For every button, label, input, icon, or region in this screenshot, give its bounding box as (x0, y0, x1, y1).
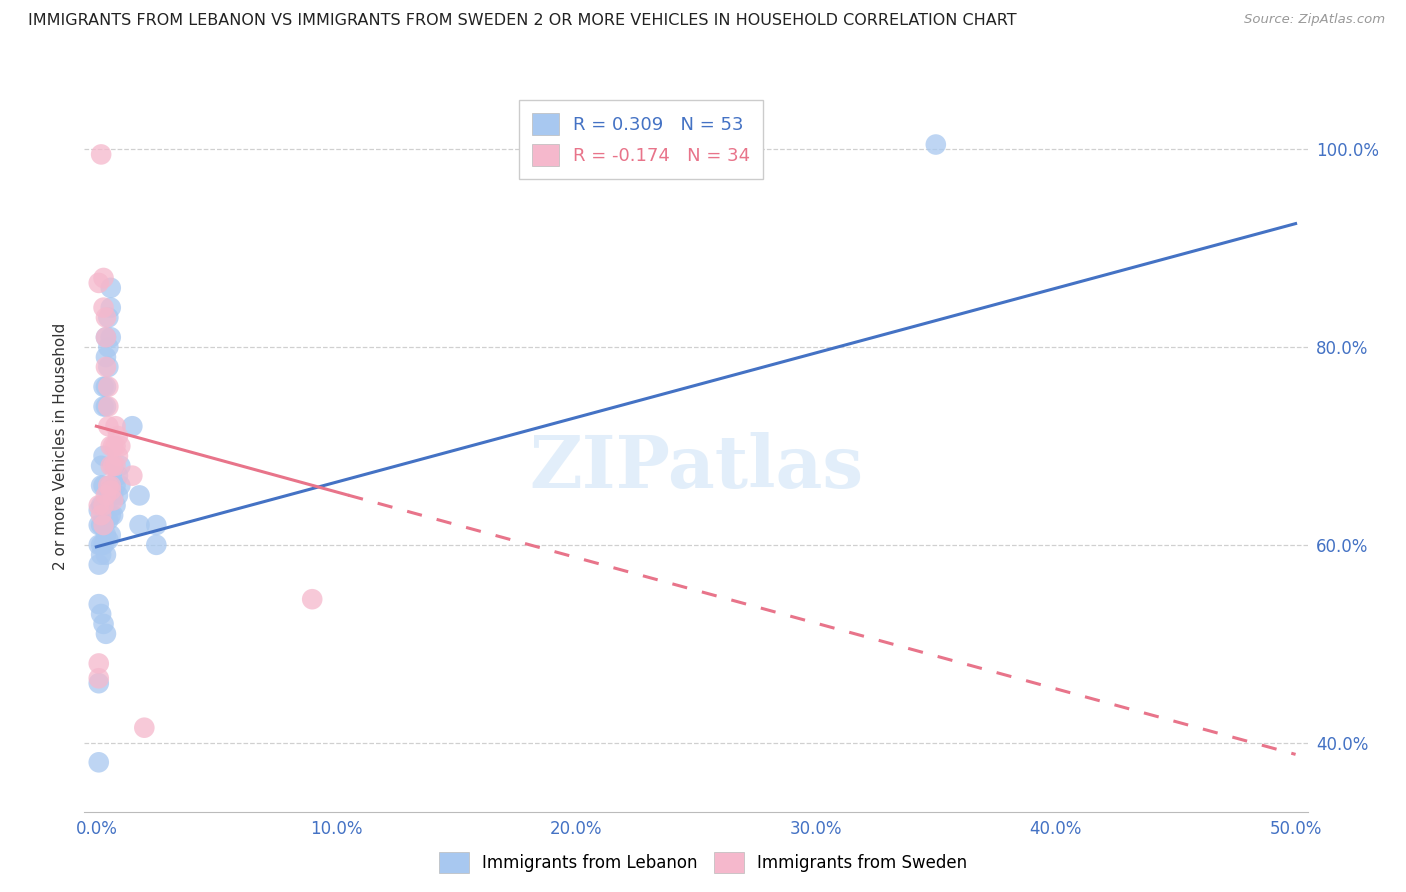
Point (87, 676, 110, 690)
Point (107, 449, 129, 463)
Point (93, 380, 115, 394)
Y-axis label: 2 or more Vehicles in Household: 2 or more Vehicles in Household (53, 322, 69, 570)
Text: ZIPatlas: ZIPatlas (529, 433, 863, 503)
Point (100, 281, 122, 295)
Point (90, 147, 112, 161)
Point (93, 498, 115, 512)
Point (97, 310, 120, 325)
Point (101, 439, 124, 453)
Point (93, 400, 115, 414)
Point (94, 330, 117, 344)
Point (100, 439, 122, 453)
Point (94, 548, 117, 562)
Point (90, 548, 112, 562)
Point (104, 478, 127, 492)
Point (121, 468, 143, 483)
Point (145, 518, 167, 533)
Point (87, 756, 110, 770)
Point (87, 503, 110, 517)
Point (90, 498, 112, 512)
Point (93, 518, 115, 533)
Point (93, 271, 115, 285)
Point (97, 478, 120, 492)
Point (93, 478, 115, 492)
Point (93, 449, 115, 463)
Point (97, 419, 120, 434)
Point (97, 533, 120, 547)
Point (94, 330, 117, 344)
Point (301, 592, 323, 607)
Point (100, 483, 122, 498)
Point (87, 558, 110, 572)
Point (97, 380, 120, 394)
Point (100, 458, 122, 473)
Point (87, 657, 110, 671)
Point (104, 458, 127, 473)
Point (104, 419, 127, 434)
Point (134, 721, 156, 735)
Point (87, 538, 110, 552)
Point (100, 330, 122, 344)
Point (94, 400, 117, 414)
Legend: Immigrants from Lebanon, Immigrants from Sweden: Immigrants from Lebanon, Immigrants from… (432, 846, 974, 880)
Point (87, 597, 110, 611)
Point (94, 627, 117, 641)
Point (90, 478, 112, 492)
Point (93, 498, 115, 512)
Point (101, 488, 124, 502)
Point (97, 359, 120, 374)
Point (87, 276, 110, 290)
Point (90, 458, 112, 473)
Point (93, 538, 115, 552)
Point (93, 301, 115, 315)
Point (145, 538, 167, 552)
Point (107, 468, 129, 483)
Point (101, 458, 124, 473)
Point (110, 478, 132, 492)
Point (104, 439, 127, 453)
Point (925, 137, 948, 152)
Point (94, 359, 117, 374)
Point (94, 350, 117, 364)
Point (101, 493, 124, 508)
Point (100, 508, 122, 523)
Point (104, 498, 127, 512)
Legend: R = 0.309   N = 53, R = -0.174   N = 34: R = 0.309 N = 53, R = -0.174 N = 34 (519, 100, 763, 178)
Point (93, 518, 115, 533)
Point (121, 419, 143, 434)
Point (100, 528, 122, 542)
Point (90, 538, 112, 552)
Point (100, 478, 122, 492)
Point (90, 607, 112, 621)
Point (94, 488, 117, 502)
Point (107, 429, 129, 443)
Point (90, 518, 112, 533)
Point (107, 488, 129, 502)
Point (97, 513, 120, 527)
Point (94, 310, 117, 325)
Point (110, 458, 132, 473)
Point (87, 671, 110, 685)
Point (90, 508, 112, 523)
Point (100, 301, 122, 315)
Point (87, 498, 110, 512)
Point (87, 518, 110, 533)
Point (97, 400, 120, 414)
Point (128, 488, 150, 502)
Point (94, 528, 117, 542)
Point (110, 439, 132, 453)
Point (101, 508, 124, 523)
Point (128, 518, 150, 533)
Point (94, 380, 117, 394)
Point (93, 616, 115, 631)
Point (97, 340, 120, 354)
Text: IMMIGRANTS FROM LEBANON VS IMMIGRANTS FROM SWEDEN 2 OR MORE VEHICLES IN HOUSEHOL: IMMIGRANTS FROM LEBANON VS IMMIGRANTS FR… (28, 13, 1017, 29)
Text: Source: ZipAtlas.com: Source: ZipAtlas.com (1244, 13, 1385, 27)
